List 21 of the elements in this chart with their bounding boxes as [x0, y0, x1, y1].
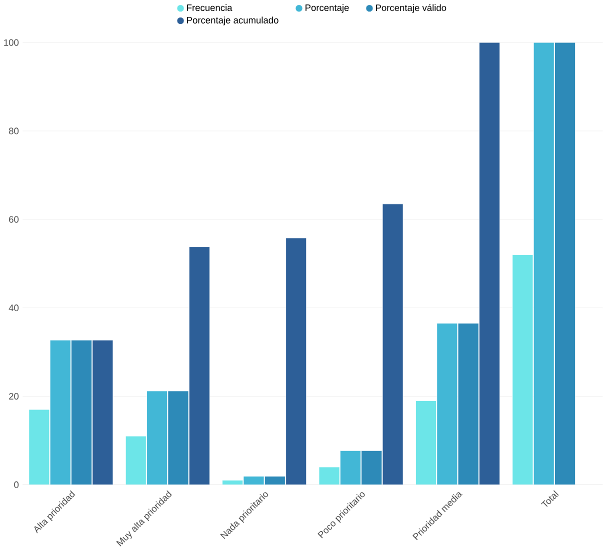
y-tick-label: 80	[9, 128, 19, 134]
legend-label: Frecuencia	[187, 4, 232, 11]
bar	[382, 204, 404, 485]
bar	[92, 340, 114, 485]
bar	[286, 238, 307, 485]
legend-label: Porcentaje acumulado	[187, 16, 278, 26]
bar	[243, 476, 264, 485]
bar	[436, 323, 458, 485]
legend-label: Porcentaje válido	[376, 4, 446, 13]
bar	[340, 450, 361, 485]
bar	[146, 390, 168, 485]
bar	[188, 246, 210, 485]
bar	[50, 340, 71, 485]
y-tick-label: 0	[14, 481, 19, 488]
y-tick-label: 20	[9, 392, 19, 400]
y-tick-label: 40	[8, 304, 19, 312]
legend-label: Porcentaje	[306, 4, 349, 13]
bar	[533, 42, 554, 485]
y-tick-label: 100	[4, 39, 19, 46]
bar	[479, 42, 500, 485]
y-tick-label: 60	[9, 216, 19, 223]
